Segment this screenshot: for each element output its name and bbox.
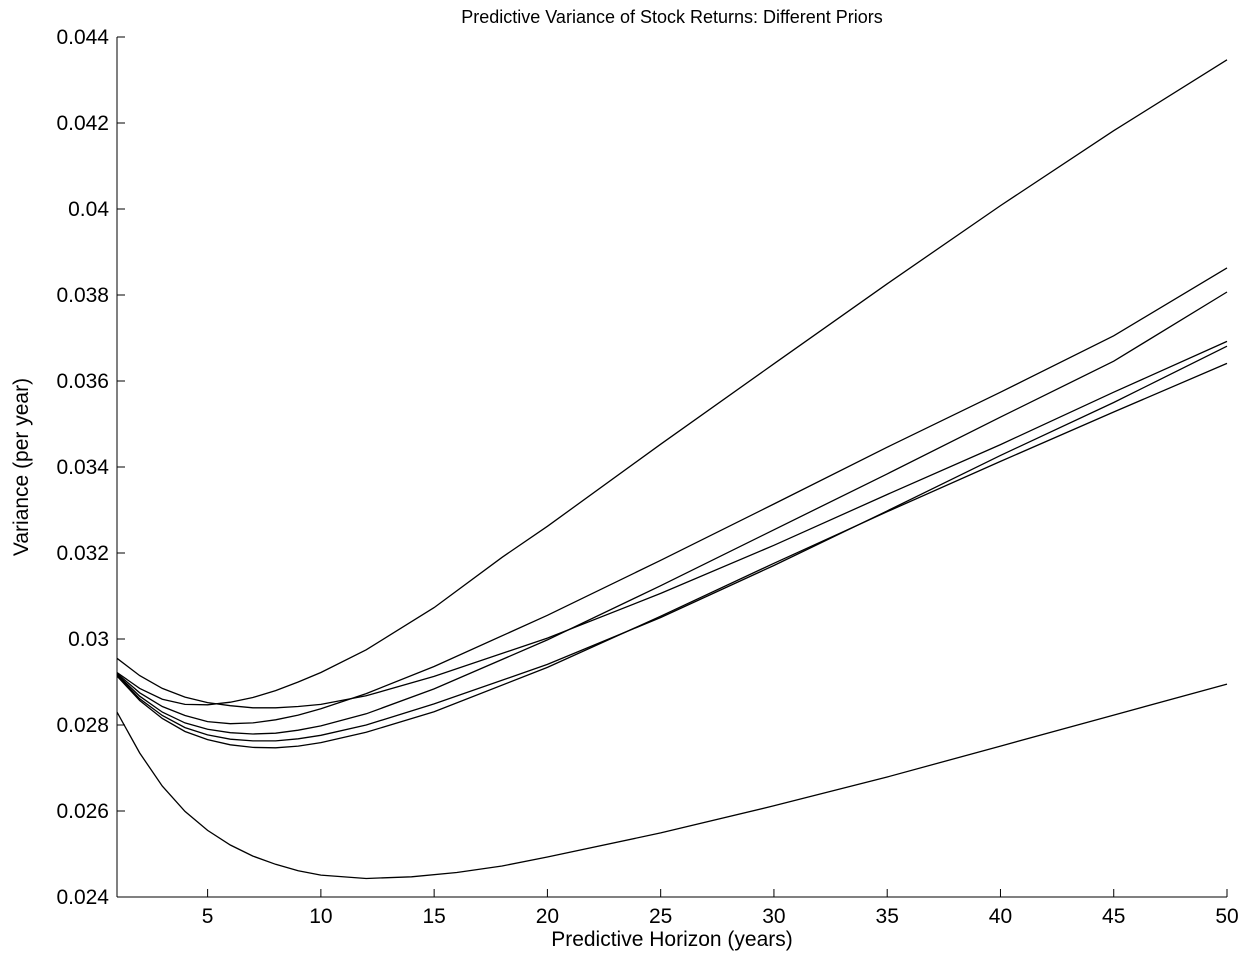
series-line-5: [117, 346, 1227, 741]
series-line-7: [117, 684, 1227, 878]
y-tick-label: 0.03: [68, 628, 109, 651]
series-line-2: [117, 341, 1227, 707]
x-tick-label: 30: [762, 905, 785, 928]
x-axis-label: Predictive Horizon (years): [551, 928, 793, 951]
x-tick-label: 35: [876, 905, 899, 928]
chart-title: Predictive Variance of Stock Returns: Di…: [461, 7, 883, 27]
y-tick-label: 0.042: [56, 112, 109, 135]
x-tick-label: 40: [989, 905, 1012, 928]
y-tick-label: 0.032: [56, 542, 109, 565]
y-tick-label: 0.04: [68, 198, 109, 221]
y-tick-label: 0.026: [56, 800, 109, 823]
y-tick-label: 0.028: [56, 714, 109, 737]
x-tick-label: 20: [536, 905, 559, 928]
y-axis-ticks: 0.024 0.026 0.028 0.03 0.032 0.034 0.036 0.038 0…: [56, 26, 125, 909]
y-axis-label: Variance (per year): [10, 378, 33, 556]
x-tick-label: 10: [309, 905, 332, 928]
series-line-1: [117, 60, 1227, 705]
y-tick-label: 0.024: [56, 886, 109, 909]
y-tick-label: 0.044: [56, 26, 109, 49]
series-line-6: [117, 363, 1227, 747]
y-tick-label: 0.034: [56, 456, 109, 479]
x-axis-ticks: 5 10 15 20 25 30 35 40 45 50: [202, 889, 1239, 928]
x-tick-label: 5: [202, 905, 214, 928]
y-tick-label: 0.036: [56, 370, 109, 393]
series-line-3: [117, 268, 1227, 724]
x-tick-label: 25: [649, 905, 672, 928]
series-line-4: [117, 292, 1227, 734]
y-tick-label: 0.038: [56, 284, 109, 307]
x-tick-label: 50: [1215, 905, 1238, 928]
series-lines: [117, 60, 1227, 879]
x-tick-label: 15: [422, 905, 445, 928]
x-tick-label: 45: [1102, 905, 1125, 928]
